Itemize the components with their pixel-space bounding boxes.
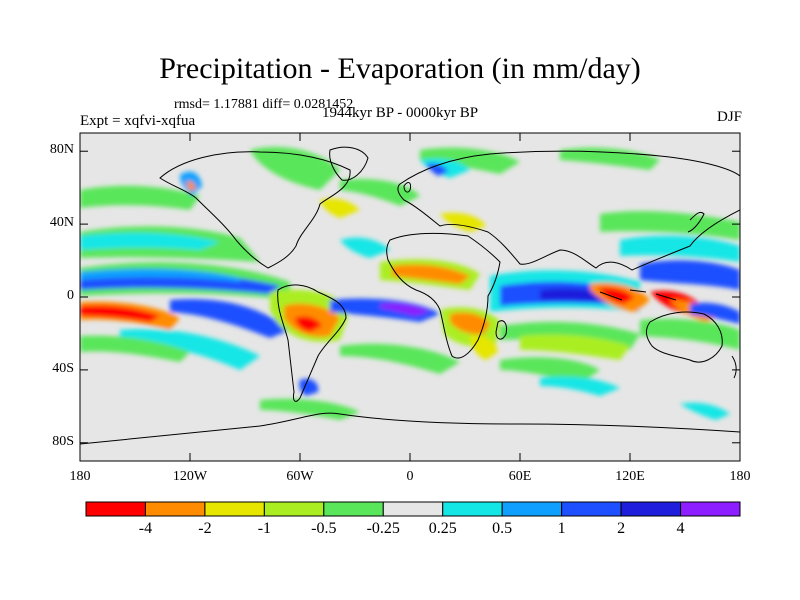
field-region	[120, 329, 260, 370]
colorbar-swatch	[144, 501, 206, 517]
lon-label: 180	[69, 469, 91, 484]
colorbar-label: -4	[138, 520, 153, 537]
experiment-label: Expt = xqfvi-xqfua	[80, 113, 196, 129]
field-region	[690, 302, 740, 324]
coast-antarctica	[80, 412, 740, 445]
lon-label: 60E	[508, 469, 532, 484]
coast-eurasia	[397, 150, 740, 271]
field-region	[80, 335, 190, 362]
field-region	[320, 198, 360, 218]
field-region	[440, 212, 486, 232]
precip-evap-field	[80, 146, 740, 445]
coast-indonesia	[599, 289, 677, 301]
colorbar	[85, 501, 741, 517]
field-region	[340, 237, 390, 258]
coast-south-america	[277, 284, 347, 402]
field-region	[260, 398, 360, 420]
coast-north-america	[159, 151, 351, 269]
field-region	[560, 147, 660, 170]
season-label: DJF	[716, 109, 742, 125]
field-region	[80, 185, 200, 210]
field-region	[250, 146, 340, 190]
colorbar-label: 2	[617, 520, 626, 537]
colorbar-swatch	[263, 501, 325, 517]
colorbar-swatch	[204, 501, 265, 517]
field-region	[80, 268, 240, 282]
field-region	[598, 287, 634, 304]
colorbar-swatch	[680, 501, 741, 517]
field-region	[680, 402, 730, 420]
coast-japan	[687, 211, 705, 233]
field-region	[620, 235, 740, 262]
lon-label: 120W	[172, 469, 208, 484]
coast-australia	[645, 311, 723, 363]
colorbar-label: 1	[557, 520, 566, 537]
field-region	[340, 178, 420, 206]
lon-label: 0	[406, 469, 414, 484]
field-region	[520, 334, 630, 360]
period-text: 1944kyr BP - 0000kyr BP	[322, 105, 479, 121]
stats-text: rmsd= 1.17881 diff= 0.0281452	[174, 97, 354, 112]
field-region	[80, 305, 160, 322]
lat-label: 80S	[52, 433, 74, 449]
colorbar-label: -0.25	[366, 520, 400, 537]
lat-label: 0	[67, 288, 74, 303]
colorbar-label: 4	[676, 520, 685, 537]
field-region	[420, 147, 520, 174]
coast-africa	[386, 232, 501, 359]
field-region	[299, 378, 319, 396]
field-region	[392, 264, 470, 284]
colorbar-swatch	[442, 501, 503, 517]
field-region	[170, 299, 290, 338]
colorbar-label: -1	[257, 520, 272, 537]
field-region	[340, 343, 460, 374]
colorbar-label: -2	[198, 520, 212, 537]
coast-uk	[403, 182, 411, 193]
lon-label: 60W	[286, 469, 314, 484]
lat-label: 80N	[49, 142, 74, 158]
coast-new-zealand	[731, 355, 737, 379]
colorbar-swatch	[561, 501, 622, 517]
field-region	[450, 312, 490, 335]
plot-title: Precipitation - Evaporation (in mm/day)	[159, 52, 641, 85]
field-region	[640, 318, 740, 350]
coastlines	[80, 146, 740, 445]
colorbar-swatch	[501, 501, 563, 517]
field-region	[600, 211, 740, 240]
field-region	[186, 181, 196, 192]
axis-ticks	[79, 133, 741, 461]
lon-label: 120E	[615, 469, 645, 484]
colorbar-label: 0.25	[428, 520, 457, 537]
field-region	[80, 232, 220, 250]
colorbar-swatch	[85, 501, 146, 517]
colorbar-swatch	[382, 501, 444, 517]
coast-madagascar	[495, 320, 507, 340]
lat-label: 40S	[52, 360, 74, 376]
field-region	[540, 376, 620, 396]
field-region	[330, 298, 440, 322]
colorbar-label: 0.5	[492, 520, 513, 537]
field-region	[380, 303, 430, 316]
lat-label: 40N	[49, 215, 74, 231]
field-region	[426, 163, 448, 176]
colorbar-swatch	[323, 501, 384, 517]
colorbar-swatch	[620, 501, 682, 517]
lon-label: 180	[729, 469, 751, 484]
field-region	[295, 316, 322, 332]
colorbar-label: -0.5	[311, 520, 337, 537]
coast-greenland	[329, 146, 369, 181]
field-region	[640, 260, 740, 290]
